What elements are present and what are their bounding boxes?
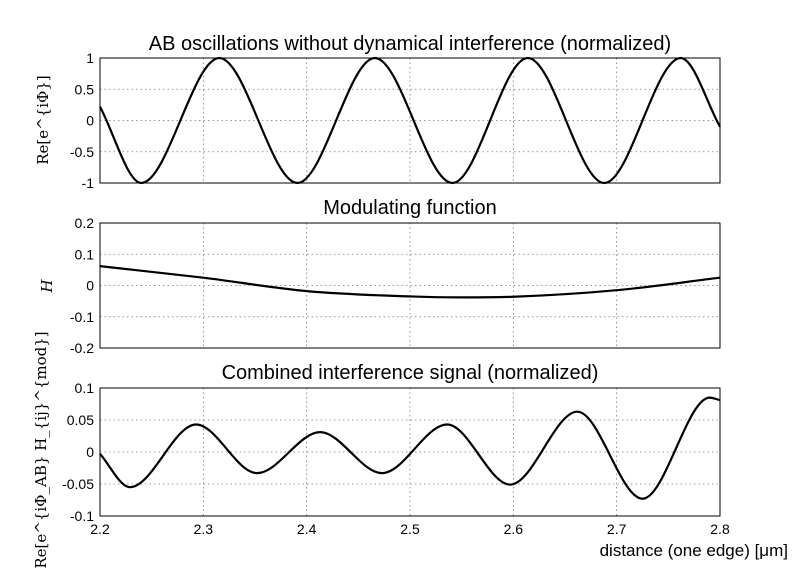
plot-frame xyxy=(99,57,721,184)
y-tick-label: 0 xyxy=(86,278,94,294)
y-tick-label: -0.5 xyxy=(70,144,94,160)
y-axis-label: H xyxy=(38,279,56,294)
y-tick-labels: 0.1 0.05 0 -0.05 -0.1 xyxy=(62,380,94,524)
y-tick-label: 0.05 xyxy=(67,412,94,428)
panel-title: AB oscillations without dynamical interf… xyxy=(149,33,671,55)
y-tick-label: -0.1 xyxy=(70,309,94,325)
panel-modulating-function: Modulating function H 0.2 0.1 0 -0.1 -0.2 xyxy=(38,197,721,356)
series-line xyxy=(99,56,721,185)
y-tick-label: 0.2 xyxy=(75,215,95,231)
x-tick-label: 2.2 xyxy=(90,521,110,537)
y-axis-label: Re[e^{iΦ_AB} H_{ij}^{mod}] xyxy=(32,331,50,568)
x-tick-label: 2.6 xyxy=(504,521,524,537)
series-line xyxy=(99,265,721,299)
grid-lines xyxy=(100,58,720,183)
x-tick-labels: 2.2 2.3 2.4 2.5 2.6 2.7 2.8 xyxy=(90,521,730,537)
y-tick-labels: 0.2 0.1 0 -0.1 -0.2 xyxy=(70,215,94,356)
plot-frame xyxy=(99,387,721,517)
panel-ab-oscillations: AB oscillations without dynamical interf… xyxy=(34,33,721,191)
plot-frame xyxy=(99,222,721,349)
y-tick-label: -0.1 xyxy=(70,508,94,524)
y-tick-label: 0 xyxy=(86,113,94,129)
panel-title: Combined interference signal (normalized… xyxy=(222,362,599,384)
x-tick-label: 2.8 xyxy=(710,521,730,537)
grid-lines xyxy=(100,223,720,348)
panel-combined-signal: Combined interference signal (normalized… xyxy=(32,331,788,568)
x-tick-label: 2.5 xyxy=(400,521,420,537)
panel-title: Modulating function xyxy=(323,197,496,219)
y-tick-label: -0.05 xyxy=(62,476,94,492)
y-tick-label: 0.5 xyxy=(75,81,95,97)
x-tick-label: 2.7 xyxy=(607,521,627,537)
y-tick-label: 0.1 xyxy=(75,380,95,396)
y-tick-label: 0.1 xyxy=(75,246,95,262)
y-axis-label: Re[e^{iΦ}] xyxy=(34,75,52,165)
y-tick-label: 1 xyxy=(86,50,94,66)
x-tick-label: 2.3 xyxy=(194,521,214,537)
y-tick-label: -1 xyxy=(82,175,95,191)
x-tick-label: 2.4 xyxy=(297,521,317,537)
y-tick-label: 0 xyxy=(86,444,94,460)
y-tick-label: -0.2 xyxy=(70,340,94,356)
y-tick-labels: 1 0.5 0 -0.5 -1 xyxy=(70,50,94,191)
series-line xyxy=(99,396,721,500)
grid-lines xyxy=(100,388,720,516)
x-axis-label: distance (one edge) [μm] xyxy=(600,541,788,560)
